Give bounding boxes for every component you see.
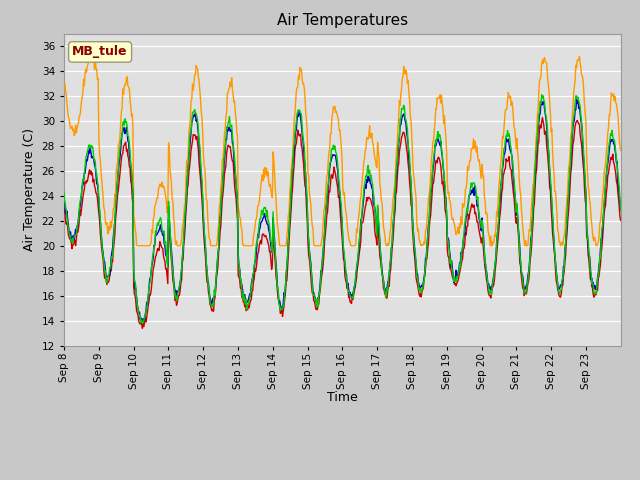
- Title: Air Temperatures: Air Temperatures: [277, 13, 408, 28]
- X-axis label: Time: Time: [327, 392, 358, 405]
- Y-axis label: Air Temperature (C): Air Temperature (C): [23, 128, 36, 251]
- Text: MB_tule: MB_tule: [72, 46, 128, 59]
